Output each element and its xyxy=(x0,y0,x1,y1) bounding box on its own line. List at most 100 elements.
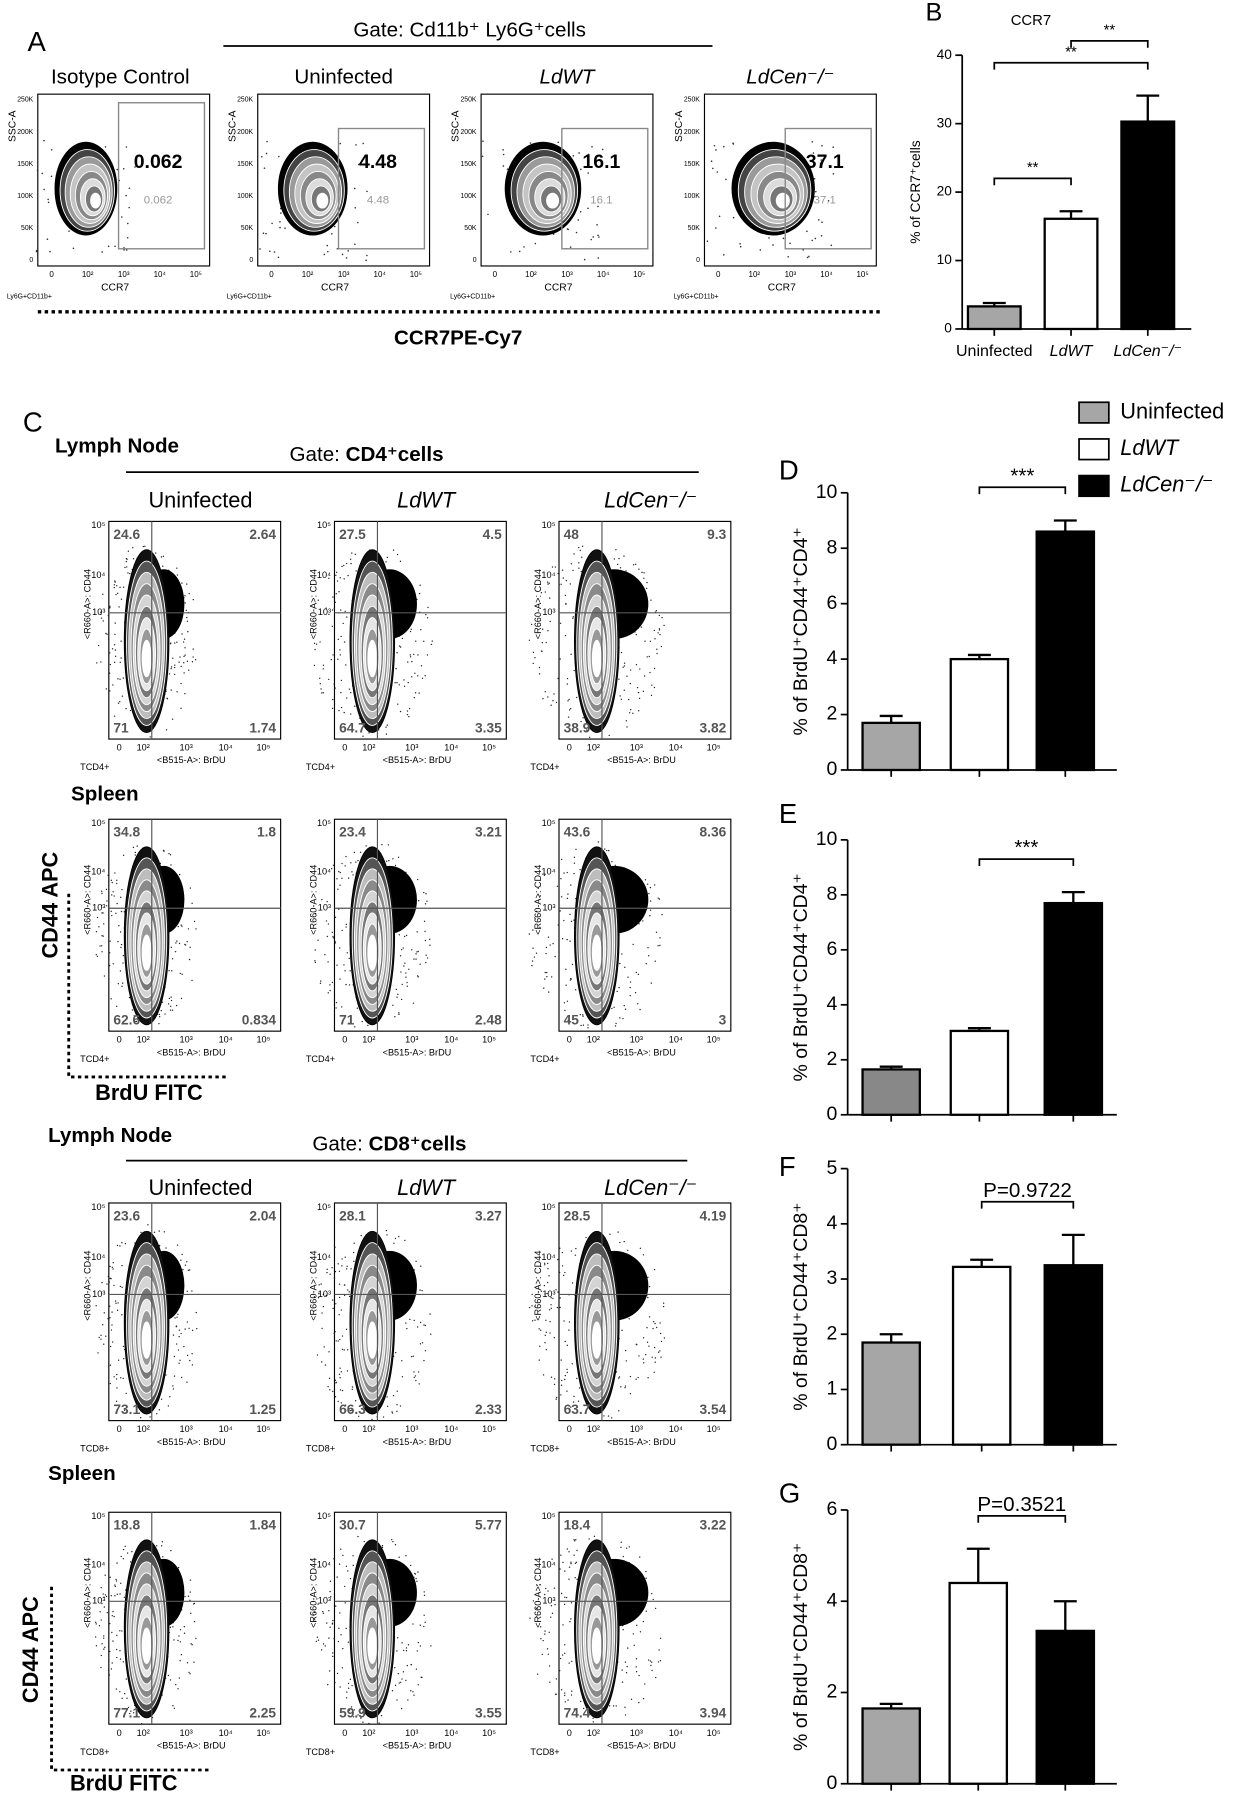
event-dot xyxy=(624,1008,627,1010)
y-tick-label: 10⁵ xyxy=(542,818,556,828)
event-dot xyxy=(188,1327,190,1329)
event-dot xyxy=(326,1294,328,1297)
event-dot xyxy=(333,1332,335,1334)
y-tick-label: 0 xyxy=(827,1103,838,1125)
event-dot xyxy=(120,943,123,946)
event-dot xyxy=(811,239,814,242)
event-dot xyxy=(648,1285,651,1288)
event-dot xyxy=(564,1374,566,1377)
event-dot xyxy=(345,1328,348,1331)
y-tick-label: 50K xyxy=(464,225,477,232)
bar xyxy=(949,657,1010,772)
event-dot xyxy=(114,580,116,582)
event-dot xyxy=(109,1364,112,1366)
event-dot xyxy=(161,1545,163,1547)
event-dot xyxy=(615,1705,617,1707)
y-tick-label: 250K xyxy=(460,97,476,104)
y-tick-label: 8 xyxy=(827,536,838,558)
event-dot xyxy=(397,1637,399,1639)
event-dot xyxy=(565,603,567,605)
event-dot xyxy=(333,607,335,610)
event-dot xyxy=(103,923,105,925)
event-dot xyxy=(391,1411,393,1413)
event-dot xyxy=(414,1572,416,1575)
panel-label: C xyxy=(23,406,43,437)
error-bar xyxy=(1059,210,1083,219)
event-dot xyxy=(333,683,335,685)
event-dot xyxy=(815,190,817,193)
event-dot xyxy=(566,1548,569,1550)
error-bar xyxy=(1053,519,1077,532)
event-dot xyxy=(547,936,550,938)
event-dot xyxy=(170,1549,172,1552)
event-dot xyxy=(808,255,810,258)
event-dot xyxy=(336,1576,338,1578)
y-tick-label: 0 xyxy=(249,257,253,264)
event-dot xyxy=(343,578,345,580)
quadrant-value: 3.82 xyxy=(700,720,727,735)
event-dot xyxy=(629,1375,632,1378)
event-dot xyxy=(406,981,408,984)
event-dot xyxy=(328,678,330,681)
event-dot xyxy=(314,1620,316,1622)
event-dot xyxy=(423,1625,425,1628)
event-dot xyxy=(349,1410,351,1412)
event-dot xyxy=(412,1355,414,1357)
event-dot xyxy=(535,1607,538,1610)
event-dot xyxy=(419,963,421,965)
x-tick-label: 10³ xyxy=(785,270,797,279)
event-dot xyxy=(335,571,338,573)
event-dot xyxy=(653,884,656,886)
event-dot xyxy=(554,1378,556,1380)
event-dot xyxy=(396,1699,398,1701)
event-dot xyxy=(343,711,345,714)
event-dot xyxy=(107,1318,109,1320)
event-dot xyxy=(313,1611,316,1614)
event-dot xyxy=(572,569,574,572)
event-dot xyxy=(344,1256,346,1258)
event-dot xyxy=(127,1706,130,1709)
corner-label: Ly6G+CD11b+ xyxy=(227,294,272,301)
event-dot xyxy=(343,564,345,567)
event-dot xyxy=(132,1712,135,1714)
y-tick-label: 10⁵ xyxy=(317,1202,331,1212)
event-dot xyxy=(567,1710,570,1713)
event-dot xyxy=(184,602,186,604)
event-dot xyxy=(189,1359,191,1362)
event-dot xyxy=(122,1345,125,1348)
event-dot xyxy=(129,709,132,712)
event-dot xyxy=(126,222,129,225)
event-dot xyxy=(597,205,599,208)
event-dot xyxy=(109,1576,111,1578)
event-dot xyxy=(579,549,581,552)
event-dot xyxy=(629,981,632,983)
event-dot xyxy=(106,633,108,636)
event-dot xyxy=(638,568,640,570)
event-dot xyxy=(346,952,348,954)
event-dot xyxy=(176,940,178,942)
event-dot xyxy=(331,625,333,628)
event-dot xyxy=(530,623,533,626)
event-dot xyxy=(601,148,604,151)
event-dot xyxy=(398,1013,400,1016)
y-tick-label: 100K xyxy=(460,193,476,200)
event-dot xyxy=(547,1262,549,1265)
y-tick-label: 10⁴ xyxy=(541,1560,555,1570)
event-dot xyxy=(569,979,572,981)
event-dot xyxy=(566,1344,568,1347)
y-tick-label: 4 xyxy=(827,647,838,669)
x-tick-label: 0 xyxy=(342,1424,347,1434)
event-dot xyxy=(314,949,316,951)
event-dot xyxy=(337,1263,339,1265)
event-dot xyxy=(332,935,334,938)
corner-label: TCD8+ xyxy=(306,1444,335,1454)
event-dot xyxy=(566,1390,568,1392)
event-dot xyxy=(547,1653,550,1655)
event-dot xyxy=(110,879,113,882)
event-dot xyxy=(644,879,647,881)
event-dot xyxy=(424,930,426,933)
event-dot xyxy=(345,855,347,858)
event-dot xyxy=(399,646,402,648)
event-dot xyxy=(96,916,99,919)
